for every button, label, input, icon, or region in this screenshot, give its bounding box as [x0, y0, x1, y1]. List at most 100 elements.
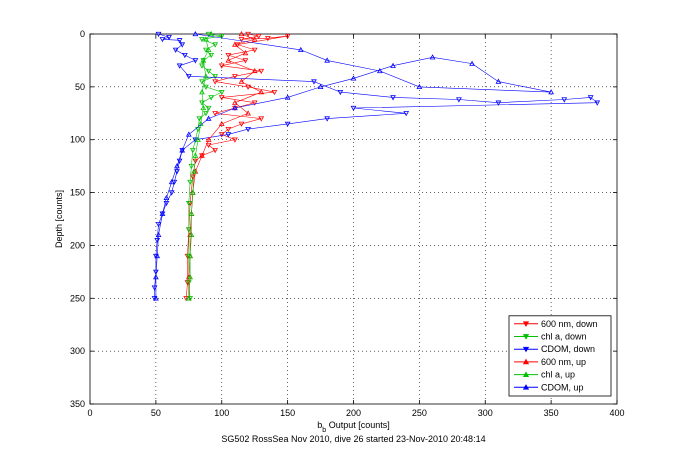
data-point [203, 111, 209, 117]
legend-marker [522, 321, 530, 328]
data-point [212, 42, 219, 48]
data-point [258, 68, 265, 75]
data-point [324, 116, 331, 122]
data-point [238, 37, 245, 43]
data-point [561, 97, 568, 103]
data-point [242, 50, 249, 56]
data-point [284, 94, 291, 100]
data-point [174, 169, 180, 175]
data-point [187, 296, 194, 302]
data-point [416, 83, 423, 90]
data-point [255, 33, 262, 40]
data-point [163, 194, 170, 201]
data-point [188, 231, 195, 238]
data-point [185, 295, 192, 301]
y-axis-label: Depth [counts] [54, 190, 64, 248]
data-point [218, 95, 225, 101]
data-point [350, 105, 357, 112]
data-point [192, 30, 199, 37]
x-tick-label: 300 [478, 408, 493, 418]
legend-entry: CDOM, down [514, 344, 595, 354]
data-point [212, 79, 219, 85]
data-point [152, 295, 159, 301]
legend-marker [522, 371, 530, 377]
data-series [151, 30, 601, 302]
data-point [174, 163, 180, 169]
data-point [187, 179, 194, 186]
data-point [317, 83, 324, 90]
data-point [155, 31, 162, 38]
data-point [311, 79, 317, 85]
data-point [205, 46, 212, 53]
x-axis-label: bb Output [counts] [317, 420, 389, 434]
legend-label: CDOM, up [541, 382, 584, 392]
data-point [205, 105, 212, 112]
legend: 600 nm, down chl a, down CDOM, down 600 nm,… [508, 315, 612, 397]
series-line [155, 33, 552, 299]
data-point [350, 75, 357, 81]
data-point [199, 152, 205, 158]
data-point [245, 110, 251, 116]
data-point [225, 52, 232, 59]
data-point [185, 227, 192, 233]
data-point [390, 62, 396, 68]
legend-entry: CDOM, up [514, 382, 584, 392]
legend-label: chl a, down [541, 332, 587, 342]
data-point [337, 89, 344, 96]
data-point [205, 142, 212, 149]
data-point [203, 36, 209, 42]
data-point [168, 178, 175, 185]
y-tick-label: 250 [70, 293, 85, 303]
data-point [155, 222, 162, 228]
data-point [587, 95, 594, 101]
data-point [203, 73, 209, 79]
legend-label: chl a, up [541, 370, 575, 380]
data-point [456, 97, 462, 103]
data-point [195, 136, 201, 142]
data-point [225, 126, 232, 133]
x-tick-label: 400 [609, 408, 624, 418]
data-point [429, 54, 436, 60]
legend-marker [522, 334, 530, 340]
data-point [232, 41, 238, 47]
data-point [218, 120, 225, 127]
data-point [212, 148, 219, 154]
x-axis-label-main: b [317, 420, 322, 430]
data-point [251, 67, 258, 74]
data-point [159, 37, 166, 43]
data-point [172, 47, 179, 53]
data-point [197, 120, 204, 127]
y-tick-label: 350 [70, 399, 85, 409]
x-tick-label: 50 [151, 408, 161, 418]
data-point [264, 36, 271, 42]
data-point [390, 95, 396, 101]
data-point [199, 89, 205, 95]
data-point [205, 68, 212, 75]
x-axis-label-subscript: b [322, 427, 326, 434]
legend-marker [522, 384, 530, 390]
data-point [208, 30, 215, 37]
data-point [181, 52, 188, 59]
legend-marker [522, 358, 530, 365]
series-4 [185, 30, 215, 301]
data-point [188, 163, 195, 170]
x-tick-label: 200 [346, 408, 361, 418]
data-point [203, 84, 209, 90]
data-point [218, 132, 225, 138]
data-point [191, 168, 197, 174]
data-point [152, 274, 159, 280]
data-point [212, 111, 219, 117]
data-point [154, 252, 161, 259]
data-point [205, 136, 212, 142]
data-point [495, 100, 502, 106]
data-point [251, 36, 258, 42]
series-line [188, 33, 263, 299]
data-point [192, 152, 199, 158]
data-point [200, 104, 207, 111]
legend-entry: chl a, down [514, 332, 587, 342]
data-point [242, 58, 249, 64]
data-point [403, 111, 410, 117]
data-point [245, 126, 251, 133]
data-point [179, 42, 186, 48]
y-tick-label: 300 [70, 346, 85, 356]
